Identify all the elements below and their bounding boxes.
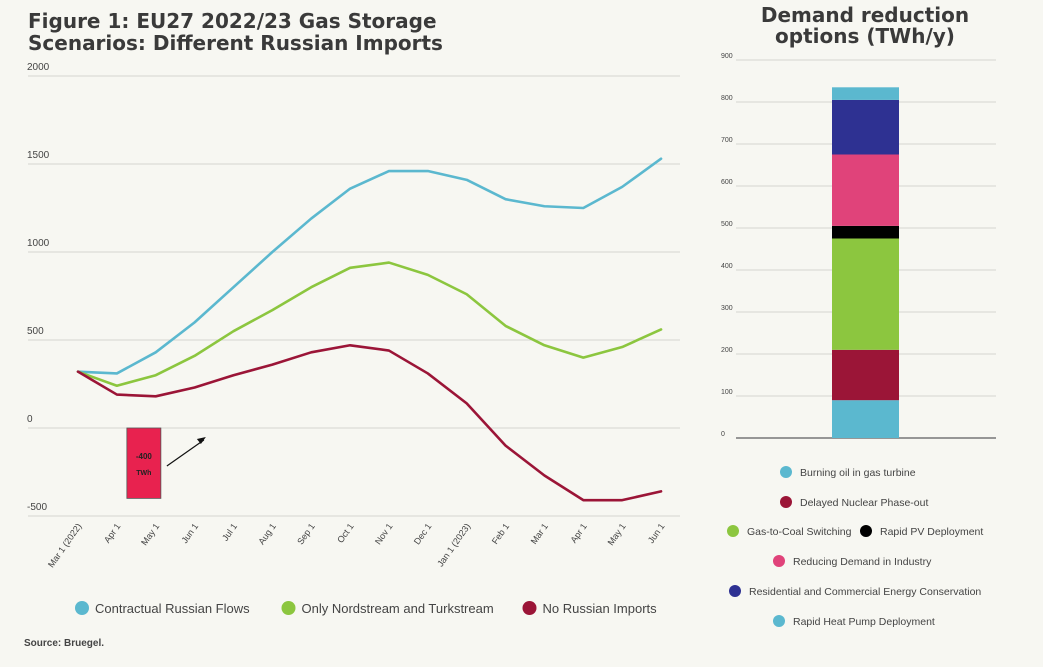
bar-legend-label: Rapid Heat Pump Deployment (793, 616, 935, 628)
x-tick-label: Mar 1 (529, 521, 550, 546)
y-tick-label: 500 (27, 326, 44, 337)
y-tick-label: 0 (27, 414, 33, 425)
annotation-arrow (166, 439, 205, 467)
x-tick-label: Jun 1 (646, 521, 667, 545)
left-chart-title: Figure 1: EU27 2022/23 Gas Storage Scena… (28, 9, 443, 55)
bar-legend-label: Gas-to-Coal Switching (747, 526, 852, 538)
bar-legend-label: Burning oil in gas turbine (800, 467, 916, 479)
bar-segment-2 (832, 238, 899, 350)
line-chart: 2000 1500 1000 500 0 -500 Mar 1 (2022) Apr 1 May… (27, 62, 680, 616)
annotation-arrowhead (196, 437, 206, 444)
bar-y-tick-label: 0 (721, 431, 725, 438)
legend-marker (522, 601, 537, 615)
x-tick-label: Jun 1 (179, 521, 200, 545)
bar-legend-marker (729, 585, 741, 597)
source-note: Source: Bruegel. (24, 638, 105, 649)
x-tick-label: Apr 1 (102, 521, 123, 544)
x-tick-label: Mar 1 (2022) (46, 521, 84, 569)
bar-legend-marker (727, 525, 739, 537)
bar-legend-marker (773, 555, 785, 567)
bar-legend-label: Reducing Demand in Industry (793, 556, 932, 568)
bar-y-tick-label: 700 (721, 137, 733, 144)
bar-y-tick-label: 100 (721, 389, 733, 396)
bar-y-tick-label: 200 (721, 347, 733, 354)
bar-segment-6 (832, 87, 899, 100)
x-tick-label: Dec 1 (412, 521, 434, 546)
legend-label: No Russian Imports (543, 601, 658, 616)
annotation-box (126, 427, 162, 499)
bar-y-tick-label: 600 (721, 179, 733, 186)
x-tick-label: May 1 (606, 521, 628, 547)
bar-legend-marker (860, 525, 872, 537)
x-tick-label: May 1 (139, 521, 161, 547)
x-tick-label: Jul 1 (220, 521, 239, 542)
y-tick-label: 1000 (27, 238, 50, 249)
bar-y-tick-label: 500 (721, 221, 733, 228)
bar-segment-0 (832, 400, 899, 438)
x-tick-label: Aug 1 (256, 521, 278, 546)
bar-legend-label: Residential and Commercial Energy Conser… (749, 586, 981, 598)
legend-marker (281, 601, 296, 615)
bar-segment-1 (832, 349, 899, 401)
y-tick-label: -500 (27, 502, 47, 513)
x-tick-label: Nov 1 (373, 521, 395, 546)
bar-legend-label: Delayed Nuclear Phase-out (800, 497, 928, 509)
bar-legend-marker (780, 466, 792, 478)
bar-segment-3 (832, 225, 899, 239)
bar-y-tick-label: 400 (721, 263, 733, 270)
x-tick-label: Jan 1 (2023) (435, 521, 472, 568)
bar-legend-marker (773, 615, 785, 627)
bar-y-tick-label: 800 (721, 95, 733, 102)
legend-marker (75, 601, 89, 615)
stacked-bar-chart: 900 800 700 600 500 400 300 200 100 0 Burning oil … (721, 53, 996, 628)
x-tick-label: Feb 1 (490, 521, 511, 546)
bar-legend-marker (780, 496, 792, 508)
series-line-1 (76, 261, 663, 388)
x-tick-label: Apr 1 (568, 521, 589, 544)
legend-label: Only Nordstream and Turkstream (302, 601, 494, 616)
x-tick-label: Sep 1 (295, 521, 317, 546)
x-tick-label: Oct 1 (335, 521, 356, 544)
bar-y-tick-label: 900 (721, 53, 733, 60)
right-chart-title: Demand reduction options (TWh/y) (760, 3, 970, 48)
bar-y-tick-label: 300 (721, 305, 733, 312)
y-tick-label: 2000 (27, 62, 50, 73)
bar-segment-5 (832, 99, 899, 155)
annotation-unit: TWh (136, 470, 151, 477)
series-line-0 (76, 157, 663, 375)
legend-label: Contractual Russian Flows (95, 601, 250, 616)
bar-legend-label: Rapid PV Deployment (880, 526, 983, 538)
bar-segment-4 (832, 154, 899, 226)
annotation-label: -400 (136, 452, 153, 461)
series-line-2 (76, 343, 663, 502)
y-tick-label: 1500 (27, 150, 50, 161)
